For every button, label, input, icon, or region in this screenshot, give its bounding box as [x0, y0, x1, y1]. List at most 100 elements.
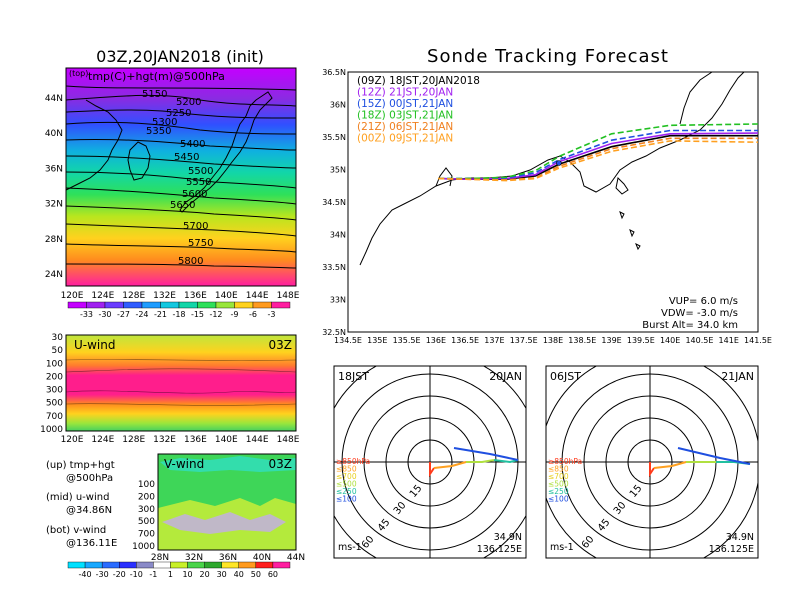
colorbar-label: -18	[172, 310, 185, 319]
contour-label: 5600	[182, 189, 207, 200]
lon-tick-label: 132E	[153, 291, 176, 301]
hodograph-date-label: 21JAN	[721, 370, 754, 383]
burst-point-marker	[556, 160, 562, 166]
colorbar-cell	[84, 561, 103, 569]
lon-tick-label: 132E	[153, 435, 176, 445]
lon-tick-label: 137.5E	[510, 336, 538, 345]
legend-entry: (12Z) 21JST,20JAN	[357, 87, 453, 99]
lat-tick-label: 32.5N	[322, 328, 346, 337]
lat-tick-label: 35N	[330, 166, 346, 175]
v-wind-time-label: 03Z	[269, 457, 293, 471]
hodograph-rings	[334, 366, 526, 558]
colorbar-cell	[86, 301, 106, 309]
param-vup: VUP= 6.0 m/s	[669, 296, 738, 307]
pressure-tick-label: 100	[46, 359, 63, 369]
u-wind-field	[66, 335, 296, 431]
legend-entry: (09Z) 18JST,20JAN2018	[357, 75, 480, 87]
wind-colorbar: -40 -30 -20 -10 -1 1 10 20 30 40 50 60	[67, 561, 291, 579]
upper-air-map-frame	[65, 67, 297, 287]
hodograph-time-label: 06JST	[550, 370, 581, 383]
tracking-map-frame	[347, 71, 759, 333]
colorbar-label: -30	[96, 570, 109, 579]
hodograph-18jst: 15304560≥850hPa≤850≤700≤500≤250≤10018JST…	[333, 365, 527, 559]
pressure-tick-label: 200	[46, 372, 63, 382]
hodograph-trace	[653, 461, 687, 469]
contour-label: 5200	[176, 97, 201, 108]
hodograph-trace	[433, 461, 467, 469]
pressure-tick-label: 50	[52, 346, 64, 356]
lat-tick-label: 28N	[45, 235, 63, 245]
hodograph-unit: ms-1	[550, 542, 574, 553]
pressure-level-legend: ≤250	[336, 487, 357, 496]
pressure-tick-label: 700	[138, 530, 155, 540]
track-series-line	[438, 137, 758, 181]
u-wind-title: U-wind	[74, 338, 115, 352]
u-wind-time-label: 03Z	[269, 338, 293, 352]
tracking-xticks: 134.5E 135E 135.5E 136E 136.5E 137E 137.5E 138E…	[334, 336, 772, 345]
lat-tick-label: 24N	[45, 270, 63, 280]
pressure-tick-label: 1000	[132, 542, 155, 552]
pressure-level-legend: ≤700	[548, 472, 569, 481]
colorbar-cell	[119, 561, 137, 569]
pressure-tick-label: 1000	[40, 425, 63, 435]
lon-tick-label: 128E	[122, 291, 145, 301]
colorbar-cell	[252, 301, 272, 309]
lon-tick-label: 140E	[215, 435, 238, 445]
lat-tick-label: 36N	[45, 164, 63, 174]
hodograph-trace	[466, 459, 495, 463]
lon-tick-label: 144E	[246, 291, 269, 301]
lon-tick-label: 138.5E	[568, 336, 596, 345]
colorbar-label: -15	[191, 310, 204, 319]
upper-air-map: 5150 5200 5250 5300 5350 5400 5450 5500 …	[45, 67, 300, 319]
colorbar-cell	[67, 301, 87, 309]
lon-tick-label: 141.5E	[744, 336, 772, 345]
contour-label: 5500	[188, 166, 213, 177]
param-vdw: VDW= -3.0 m/s	[661, 308, 738, 319]
lat-tick-label: 34.5N	[322, 198, 346, 207]
lat-tick-label: 32N	[185, 553, 203, 563]
lon-tick-label: 120E	[61, 291, 84, 301]
hodograph-lat: 34.9N	[726, 532, 754, 543]
colorbar-cell	[215, 301, 235, 309]
colorbar-cell	[272, 561, 291, 569]
colorbar-cell	[123, 301, 143, 309]
contour-label: 5450	[174, 152, 199, 163]
v-wind-title: V-wind	[164, 457, 204, 471]
contour-label: 5250	[166, 108, 191, 119]
colorbar-label: 10	[182, 570, 192, 579]
v-wind-upper-patch	[160, 456, 296, 472]
lon-tick-label: 138E	[543, 336, 563, 345]
pressure-tick-label: 500	[46, 399, 63, 409]
lon-tick-label: 139E	[601, 336, 621, 345]
pressure-tick-label: 700	[46, 412, 63, 422]
lon-tick-label: 136E	[184, 291, 207, 301]
v-wind-section: V-wind 03Z 100 200 300 500 700 1000 28N 32N 36N…	[67, 453, 305, 579]
colorbar-label: -10	[130, 570, 143, 579]
upper-air-map-xticks: 120E 124E 128E 132E 136E 140E 144E 148E	[61, 291, 300, 301]
note-mid-line2: @34.86N	[66, 505, 112, 516]
lon-tick-label: 135E	[367, 336, 387, 345]
colorbar-label: -9	[231, 310, 239, 319]
hodograph-unit: ms-1	[338, 542, 362, 553]
colorbar-label: -6	[249, 310, 257, 319]
colorbar-cell	[67, 561, 86, 569]
lat-tick-label: 34N	[330, 231, 346, 240]
colorbar-cell	[271, 301, 291, 309]
colorbar-label: 30	[217, 570, 227, 579]
colorbar-label: 50	[251, 570, 261, 579]
colorbar-cell	[136, 561, 154, 569]
colorbar-label: -21	[154, 310, 167, 319]
colorbar-label: -40	[79, 570, 92, 579]
korea-coastline	[127, 141, 151, 181]
u-wind-contours	[65, 359, 297, 406]
pressure-level-legend: ≤500	[548, 480, 569, 489]
lat-tick-label: 44N	[45, 94, 63, 104]
hodograph-lat: 34.9N	[494, 532, 522, 543]
lon-tick-label: 148E	[277, 291, 300, 301]
pressure-level-legend: ≤100	[548, 495, 569, 504]
contour-label: 5150	[142, 89, 167, 100]
v-wind-yticks: 100 200 300 500 700 1000	[132, 480, 155, 552]
lon-tick-label: 144E	[246, 435, 269, 445]
colorbar-label: -30	[98, 310, 111, 319]
colorbar-cell	[187, 561, 205, 569]
